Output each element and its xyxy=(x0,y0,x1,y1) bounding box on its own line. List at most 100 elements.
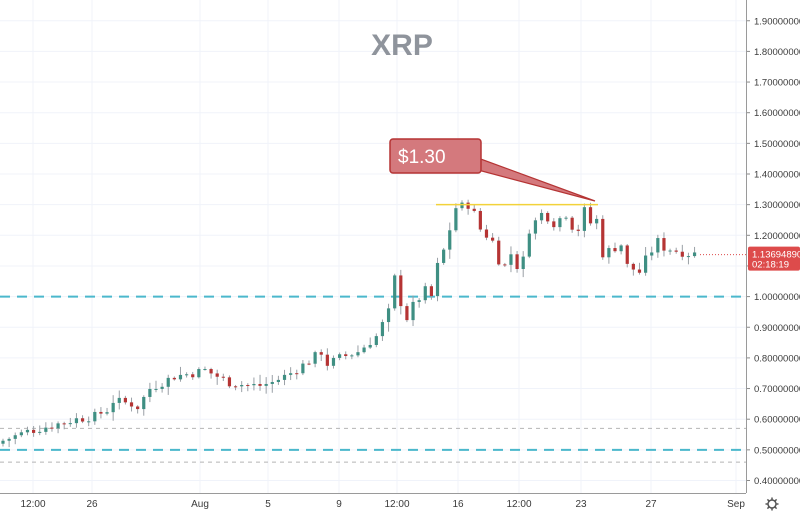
candle-body xyxy=(123,397,127,403)
candle-body xyxy=(148,388,152,397)
candle-body xyxy=(185,374,189,376)
candle-body xyxy=(399,275,403,307)
candle-body xyxy=(270,382,274,384)
candle-body xyxy=(307,363,311,365)
candle-body xyxy=(258,383,262,386)
candle-body xyxy=(313,352,317,364)
candle-body xyxy=(142,396,146,410)
gear-tooth xyxy=(766,498,770,502)
candle-body xyxy=(154,388,158,390)
candle-body xyxy=(19,432,23,436)
x-tick-label: Sep xyxy=(727,499,745,510)
x-tick-label: 12:00 xyxy=(506,499,531,510)
candle-body xyxy=(380,322,385,337)
candle-body xyxy=(56,423,60,429)
y-tick-label: 0.90000000 xyxy=(754,323,800,334)
y-tick-label: 1.00000000 xyxy=(754,292,800,303)
y-tick-label: 1.70000000 xyxy=(754,78,800,89)
candle-body xyxy=(411,301,415,321)
candle-body xyxy=(203,369,207,371)
candle-body xyxy=(350,355,354,357)
price-axis[interactable]: 1.90000000 1.80000000 1.70000000 1.60000000… xyxy=(746,0,800,493)
candle-body xyxy=(374,336,378,345)
candle-body xyxy=(178,374,183,380)
candle-body xyxy=(539,212,544,221)
candle-body xyxy=(692,252,697,257)
candle-body xyxy=(527,233,531,257)
x-tick-label: 12:00 xyxy=(20,499,45,510)
candle-body xyxy=(7,438,11,441)
candle-body xyxy=(435,262,440,297)
y-tick-label: 0.80000000 xyxy=(754,353,800,364)
candle-body xyxy=(588,207,593,224)
x-tick-label: 26 xyxy=(86,499,98,510)
candle-body xyxy=(509,254,513,265)
candle-body xyxy=(668,250,672,252)
candle-body xyxy=(215,373,219,377)
candle-body xyxy=(656,238,660,253)
candle-body xyxy=(417,300,421,302)
callout-box xyxy=(389,138,482,174)
candle-countdown: 02:18:19 xyxy=(752,260,789,271)
candle-body xyxy=(564,217,568,219)
candle-body xyxy=(87,421,91,423)
candle-body xyxy=(338,354,342,358)
candle-body xyxy=(686,256,691,258)
candle-body xyxy=(582,207,586,231)
candle-body xyxy=(386,308,391,323)
price-callout: $1.30 xyxy=(389,138,596,202)
candle-body xyxy=(533,220,538,234)
candle-body xyxy=(491,237,495,241)
candle-body xyxy=(227,377,232,387)
candle-body xyxy=(429,286,433,297)
candle-body xyxy=(160,386,164,389)
settings-gear-icon[interactable] xyxy=(765,497,779,511)
candle-body xyxy=(221,376,225,378)
x-tick-label: Aug xyxy=(191,499,209,510)
candlestick-series xyxy=(1,199,697,448)
candle-body xyxy=(650,252,654,256)
candle-body xyxy=(393,275,397,309)
x-tick-label: 23 xyxy=(575,499,587,510)
candle-body xyxy=(301,363,305,374)
time-axis[interactable]: 12:00 26 Aug 5 9 12:00 16 12:00 23 27 Sep xyxy=(0,493,746,511)
candle-body xyxy=(111,402,115,413)
candle-body xyxy=(1,440,5,444)
candle-body xyxy=(613,248,617,252)
candle-body xyxy=(32,429,36,433)
candle-body xyxy=(448,230,452,250)
candle-body xyxy=(466,202,470,209)
horizontal-levels xyxy=(0,254,746,463)
candle-body xyxy=(25,429,30,433)
y-tick-label: 1.50000000 xyxy=(754,139,800,150)
candle-body xyxy=(331,357,336,366)
candle-body xyxy=(595,218,599,224)
candle-body xyxy=(80,418,85,422)
candle-body xyxy=(325,354,329,366)
candle-body xyxy=(105,412,109,414)
candle-body xyxy=(117,397,121,403)
candle-body xyxy=(521,256,525,270)
candle-body xyxy=(607,248,611,258)
candle-body xyxy=(62,423,66,425)
x-tick-label: 12:00 xyxy=(384,499,409,510)
candle-body xyxy=(637,269,642,273)
y-tick-label: 1.80000000 xyxy=(754,47,800,58)
candle-body xyxy=(50,427,54,429)
candle-body xyxy=(442,249,446,263)
y-tick-label: 0.70000000 xyxy=(754,384,800,395)
candle-body xyxy=(674,250,678,252)
y-tick-label: 1.30000000 xyxy=(754,200,800,211)
callout-pointer xyxy=(477,157,596,202)
candle-body xyxy=(191,374,195,378)
candle-body xyxy=(601,218,605,258)
candle-body xyxy=(13,435,17,439)
candle-body xyxy=(233,386,238,388)
candle-body xyxy=(368,344,372,348)
x-tick-label: 5 xyxy=(265,499,271,510)
candle-body xyxy=(264,383,268,386)
callout-label: $1.30 xyxy=(398,147,446,168)
candle-body xyxy=(44,427,48,432)
y-tick-label: 0.60000000 xyxy=(754,415,800,426)
candle-body xyxy=(276,379,280,383)
